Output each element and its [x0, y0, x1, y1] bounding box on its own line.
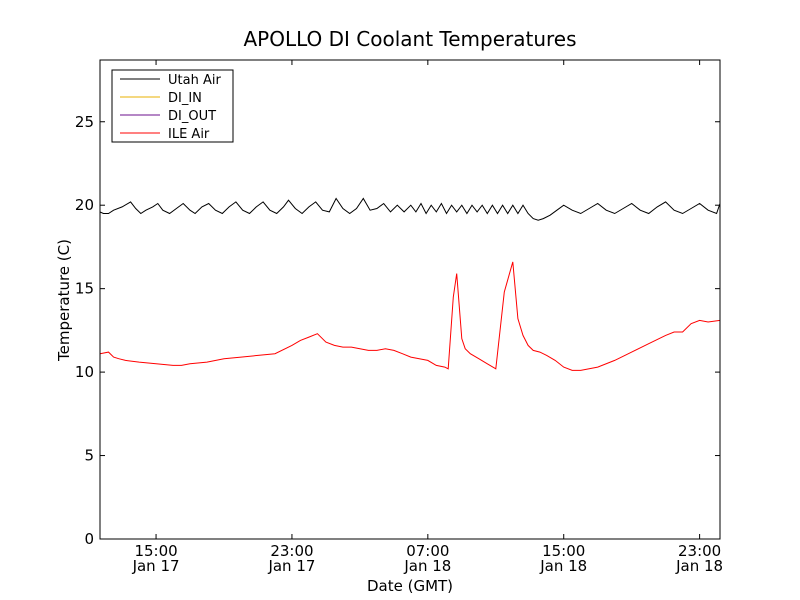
y-tick-label: 0 [84, 530, 94, 548]
y-axis: 0 5 10 15 20 25 [75, 113, 720, 548]
series-line-utah-air [100, 197, 720, 221]
y-axis-label: Temperature (C) [55, 239, 73, 362]
legend-label: ILE Air [168, 127, 210, 142]
x-tick-time-label: 23:00 [678, 542, 721, 560]
x-tick-time-label: 07:00 [406, 542, 449, 560]
x-tick-time-label: 15:00 [134, 542, 177, 560]
x-tick-date-label: Jan 18 [539, 557, 587, 575]
y-tick-label: 10 [75, 363, 94, 381]
legend-box [111, 69, 234, 143]
x-tick-date-label: Jan 17 [267, 557, 315, 575]
plot-area [100, 197, 720, 371]
x-tick-date-label: Jan 18 [675, 557, 723, 575]
series-line-ile-air [100, 261, 720, 371]
y-tick-label: 5 [84, 447, 94, 465]
legend-label: DI_OUT [168, 109, 216, 124]
x-tick-date-label: Jan 17 [132, 557, 180, 575]
legend: Utah Air DI_IN DI_OUT ILE Air [111, 69, 234, 143]
plot-frame [99, 59, 721, 540]
x-tick-time-label: 15:00 [542, 542, 585, 560]
legend-label: DI_IN [168, 91, 202, 106]
x-tick-time-label: 23:00 [270, 542, 313, 560]
chart-title: APOLLO DI Coolant Temperatures [243, 27, 576, 51]
legend-label: Utah Air [168, 73, 221, 88]
x-tick-date-label: Jan 18 [403, 557, 451, 575]
y-tick-label: 15 [75, 280, 94, 298]
y-tick-label: 25 [75, 113, 94, 131]
y-tick-label: 20 [75, 196, 94, 214]
x-axis-label: Date (GMT) [367, 577, 453, 595]
